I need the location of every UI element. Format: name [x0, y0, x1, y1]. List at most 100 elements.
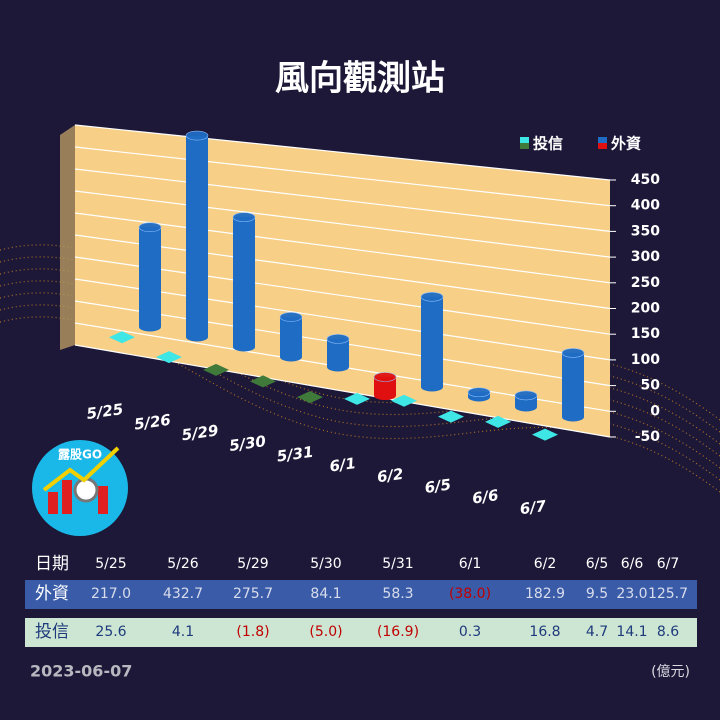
x-tick-label: 5/25 — [85, 400, 124, 423]
y-tick-label: 150 — [631, 326, 660, 342]
bar — [420, 291, 444, 392]
bar — [185, 130, 209, 342]
row-bg — [25, 618, 697, 647]
bar — [561, 348, 585, 422]
bar-top — [279, 312, 303, 322]
bar-body — [233, 217, 255, 347]
x-tick-label: 5/29 — [181, 421, 220, 444]
bar-top — [561, 348, 585, 358]
column-header: 5/30 — [310, 556, 341, 572]
logo-lens — [73, 477, 99, 503]
x-tick-label: 6/7 — [519, 497, 548, 519]
table-cell: 14.1 — [616, 624, 647, 640]
logo-bar — [98, 486, 108, 514]
legend-swatch — [598, 143, 607, 149]
date: 2023-06-07 — [30, 662, 132, 681]
bar-body — [562, 352, 584, 417]
legend-label: 外資 — [610, 135, 641, 153]
trust-mark — [344, 392, 370, 405]
bar-top — [467, 387, 491, 398]
bar — [326, 334, 350, 372]
column-header: 6/7 — [657, 556, 680, 572]
table-cell: 4.7 — [586, 624, 608, 640]
bar — [279, 312, 303, 362]
trust-mark — [297, 391, 323, 404]
table-cell: 58.3 — [382, 586, 413, 602]
chart-title: 風向觀測站 — [275, 59, 445, 99]
bar-top — [373, 372, 397, 382]
column-header: 6/2 — [534, 556, 557, 572]
table-cell: 8.6 — [657, 624, 679, 640]
trust-mark — [532, 428, 558, 441]
column-header: 6/6 — [621, 556, 644, 572]
bar — [232, 212, 256, 352]
y-tick-label: 200 — [631, 301, 660, 317]
bar-body — [186, 135, 208, 337]
bar-top — [326, 334, 350, 344]
grid-line — [74, 190, 611, 258]
x-tick-label: 5/30 — [228, 432, 267, 455]
bar-body — [374, 377, 396, 396]
table-cell: 0.3 — [459, 624, 481, 640]
x-tick-label: 5/31 — [276, 443, 315, 466]
x-tick-label: 6/1 — [328, 454, 357, 475]
legend-swatch — [520, 137, 529, 143]
trust-mark — [485, 415, 511, 428]
bar-body — [327, 338, 349, 367]
trust-mark — [156, 351, 182, 364]
side-wall — [60, 125, 75, 350]
table-cell: 16.8 — [529, 624, 560, 640]
bar — [514, 390, 538, 412]
back-wall — [75, 125, 610, 437]
column-header: 6/5 — [586, 556, 609, 572]
logo-bar — [62, 480, 72, 514]
logo-text: 露股GO — [58, 447, 102, 462]
legend-label: 投信 — [533, 135, 563, 153]
y-tick-label: 300 — [631, 249, 660, 265]
plot: -50 0 50 100 150 200 250 300 350 400 450 5/25 5/26 5/… — [74, 124, 661, 519]
grid-line — [74, 124, 611, 181]
logo: 露股GO — [32, 440, 128, 536]
bar-body — [280, 316, 302, 357]
x-tick-label: 6/2 — [376, 465, 405, 486]
y-tick-label: 400 — [631, 198, 660, 214]
y-tick-label: 100 — [631, 352, 660, 368]
bar-top — [514, 390, 538, 401]
y-tick-label: 450 — [631, 172, 660, 188]
bar — [138, 222, 162, 332]
unit: (億元) — [651, 664, 690, 680]
row-label: 外資 — [35, 584, 69, 604]
table-cell: (38.0) — [449, 586, 491, 602]
y-tick-label: -50 — [635, 429, 661, 445]
grid-line — [74, 168, 611, 232]
bar-top — [138, 222, 162, 232]
table-cell: 25.6 — [95, 624, 126, 640]
trust-mark — [438, 410, 464, 423]
table-cell: 182.9 — [525, 586, 565, 602]
table-cell: 125.7 — [648, 586, 688, 602]
column-header: 5/29 — [237, 556, 268, 572]
x-tick-label: 6/5 — [424, 475, 453, 496]
grid-line — [74, 256, 611, 335]
column-header: 5/31 — [382, 556, 413, 572]
bar-top — [232, 212, 256, 222]
table-cell: (1.8) — [236, 624, 269, 640]
trust-mark — [109, 331, 135, 344]
legend: 投信 外資 — [520, 135, 641, 153]
bar-body — [515, 395, 537, 407]
table-cell: 23.0 — [616, 586, 647, 602]
bar-top — [185, 130, 209, 141]
grid-line — [74, 146, 611, 207]
legend-swatch — [598, 137, 607, 143]
bar-top — [420, 291, 444, 302]
logo-bar — [48, 492, 58, 514]
column-header: 5/26 — [167, 556, 199, 572]
table-header: 日期 — [35, 554, 69, 574]
trust-mark — [203, 363, 229, 376]
bar-body — [421, 296, 443, 387]
table-cell: 432.7 — [163, 586, 203, 602]
table-cell: 217.0 — [91, 586, 131, 602]
table-cell: 9.5 — [586, 586, 608, 602]
